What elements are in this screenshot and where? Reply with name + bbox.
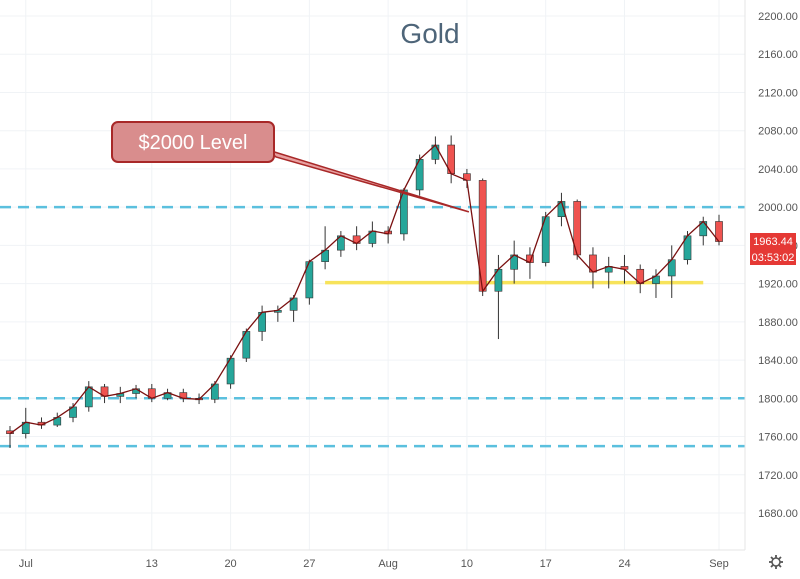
candle: [37, 417, 46, 429]
x-tick-label: 24: [618, 558, 630, 570]
y-tick-label: 2080.00: [758, 126, 798, 138]
y-tick-label: 1800.00: [758, 393, 798, 405]
countdown-value: 03:53:02: [752, 252, 795, 264]
candle: [478, 178, 487, 297]
annotation-label: $2000 Level: [139, 132, 248, 154]
settings-gear-icon[interactable]: [769, 555, 783, 569]
y-tick-label: 2200.00: [758, 11, 798, 23]
candle: [573, 199, 582, 260]
candle: [352, 226, 361, 251]
x-tick-label: 27: [303, 558, 315, 570]
y-tick-label: 2000.00: [758, 202, 798, 214]
candle: [84, 381, 93, 412]
candle: [179, 388, 188, 403]
candle: [116, 386, 125, 404]
y-tick-label: 1920.00: [758, 279, 798, 291]
candle: [53, 412, 62, 427]
candle: [100, 383, 109, 404]
close-price-line: [9, 143, 720, 435]
y-tick-label: 1680.00: [758, 508, 798, 520]
y-tick-label: 1760.00: [758, 432, 798, 444]
last-price-value: 1963.44: [753, 236, 793, 248]
candle: [289, 295, 298, 322]
candle: [132, 384, 140, 399]
x-tick-label: Aug: [378, 558, 398, 570]
x-tick-label: Jul: [19, 558, 33, 570]
x-tick-label: 20: [224, 558, 236, 570]
x-tick-label: Sep: [709, 558, 729, 570]
candle: [463, 168, 471, 189]
candle: [447, 135, 456, 184]
candle: [510, 240, 519, 284]
x-tick-label: 17: [540, 558, 552, 570]
x-tick-label: 13: [146, 558, 158, 570]
chart-title: Gold: [400, 18, 459, 49]
candle: [667, 245, 676, 298]
countdown-badge: [750, 249, 796, 265]
candle: [636, 264, 645, 294]
y-tick-label: 2040.00: [758, 164, 798, 176]
candle: [368, 221, 377, 248]
last-price-badge: [750, 233, 796, 249]
price-axis: 1680.00 1720.00 1760.00 1800.00 1840.00 1880.…: [758, 11, 798, 520]
candles: [6, 135, 723, 449]
y-tick-label: 2160.00: [758, 49, 798, 61]
candle: [163, 388, 172, 401]
annotation: $2000 Level: [111, 121, 470, 213]
candle: [258, 305, 266, 341]
y-tick-label: 1720.00: [758, 470, 798, 482]
y-tick-label: 1880.00: [758, 317, 798, 329]
annotation-box: [111, 121, 275, 163]
y-tick-label: 1840.00: [758, 355, 798, 367]
candle: [541, 211, 550, 267]
candle: [384, 226, 392, 244]
grid: [0, 0, 745, 550]
candle: [242, 328, 251, 362]
candle: [226, 355, 235, 389]
last-price-label: 1963.44 03:53:02: [750, 233, 796, 265]
x-tick-label: 10: [461, 558, 473, 570]
time-axis: Jul 13 20 27 Aug 10 17 24 Sep: [19, 558, 729, 570]
y-tick-label: 2120.00: [758, 87, 798, 99]
candle: [415, 154, 424, 196]
candle: [337, 231, 345, 257]
